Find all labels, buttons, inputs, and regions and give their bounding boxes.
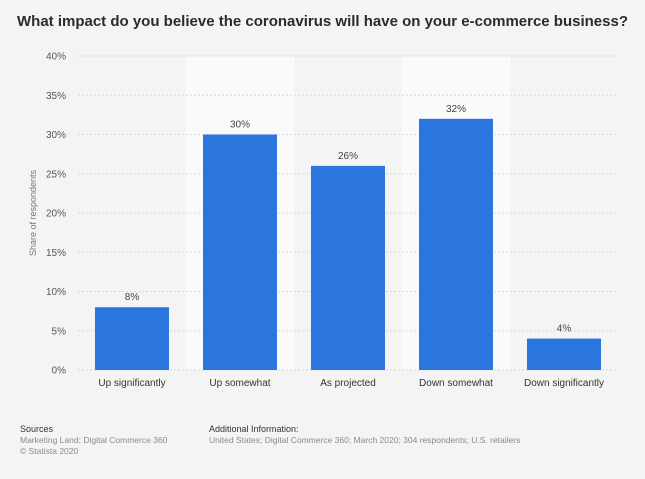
- additional-info-heading: Additional Information:: [209, 424, 299, 434]
- y-tick-label-6: 30%: [46, 130, 66, 141]
- y-tick-label-4: 20%: [46, 209, 66, 220]
- bar-2: [311, 165, 385, 370]
- x-tick-label-3: Down somewhat: [419, 378, 493, 389]
- value-label-1: 30%: [230, 120, 250, 131]
- additional-info-text: United States; Digital Commerce 360; Mar…: [209, 435, 521, 445]
- value-label-4: 4%: [557, 324, 572, 335]
- x-tick-label-4: Down significantly: [524, 378, 604, 389]
- sources-block: Sources Marketing Land; Digital Commerce…: [20, 424, 167, 457]
- value-label-3: 32%: [446, 104, 466, 115]
- x-tick-label-2: As projected: [320, 378, 376, 389]
- bar-0: [95, 307, 169, 370]
- sources-heading: Sources: [20, 424, 54, 434]
- copyright-text: © Statista 2020: [20, 446, 79, 456]
- additional-info-block: Additional Information: United States; D…: [209, 424, 520, 446]
- bar-3: [419, 118, 493, 370]
- y-tick-label-3: 15%: [46, 248, 66, 259]
- chart-title: What impact do you believe the coronavir…: [17, 13, 628, 30]
- y-axis-label: Share of respondents: [28, 169, 38, 256]
- y-tick-label-0: 0%: [52, 366, 67, 377]
- y-tick-label-7: 35%: [46, 91, 66, 102]
- y-tick-label-5: 25%: [46, 169, 66, 180]
- y-tick-label-2: 10%: [46, 287, 66, 298]
- bar-1: [203, 134, 277, 370]
- sources-text: Marketing Land; Digital Commerce 360: [20, 435, 168, 445]
- value-label-2: 26%: [338, 151, 358, 162]
- y-tick-label-1: 5%: [52, 326, 67, 337]
- y-tick-label-8: 40%: [46, 52, 66, 63]
- bar-4: [527, 338, 601, 370]
- value-label-0: 8%: [125, 292, 140, 303]
- x-tick-label-0: Up significantly: [98, 378, 165, 389]
- x-tick-label-1: Up somewhat: [209, 378, 270, 389]
